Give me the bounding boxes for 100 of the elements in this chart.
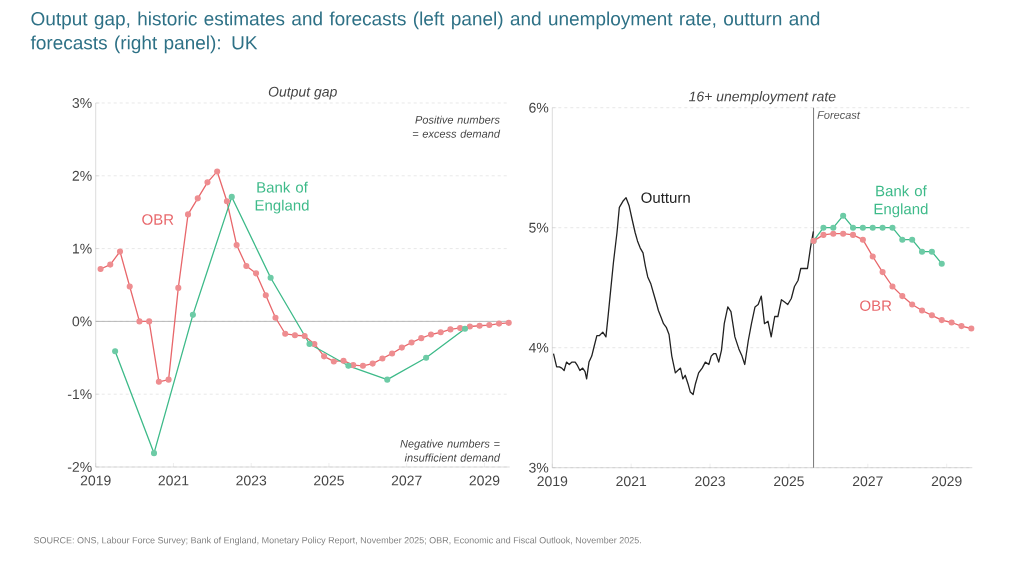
point — [272, 314, 279, 321]
point — [889, 283, 896, 290]
point — [840, 212, 847, 219]
y-tick-label: 3% — [72, 98, 92, 108]
y-tick-label: 1% — [73, 243, 92, 254]
point — [262, 292, 269, 299]
point — [466, 323, 473, 330]
point — [840, 230, 847, 237]
x-tick-label: 2025 — [774, 476, 804, 487]
point — [938, 260, 945, 267]
point — [150, 450, 158, 457]
point — [340, 357, 347, 364]
point — [918, 307, 926, 314]
x-tick-label: 2029 — [931, 476, 962, 487]
point — [928, 248, 935, 255]
point — [820, 224, 827, 231]
point — [928, 312, 935, 319]
point — [958, 323, 965, 330]
y-tick-label: -2% — [67, 462, 92, 472]
x-tick-label: 2027 — [391, 475, 422, 486]
point — [112, 348, 119, 355]
x-tick-label: 2023 — [236, 475, 267, 486]
series-label: OBR — [142, 214, 174, 225]
series-label: Outturn — [641, 192, 690, 203]
ref-line-label: Forecast — [817, 111, 861, 119]
point — [379, 355, 386, 362]
series-label: Bank of England — [874, 185, 928, 218]
point — [938, 317, 945, 324]
point — [968, 325, 975, 332]
chart-title: 16+ unemployment rate — [688, 91, 836, 105]
point — [909, 301, 916, 308]
x-tick-label: 2025 — [314, 475, 344, 486]
point — [97, 265, 104, 273]
point — [830, 230, 837, 237]
chart-subtitle: Output gap — [268, 86, 337, 100]
point — [899, 236, 906, 243]
y-tick-label: -1% — [67, 389, 92, 400]
point — [228, 193, 235, 200]
point — [291, 332, 298, 339]
point — [849, 231, 857, 238]
point — [311, 340, 318, 348]
x-tick-label: 2021 — [158, 475, 189, 486]
x-tick-label: 2027 — [852, 476, 883, 487]
point — [869, 253, 876, 260]
point — [859, 224, 866, 231]
point — [107, 261, 114, 268]
point — [243, 263, 250, 270]
point — [869, 224, 876, 231]
point — [350, 362, 357, 369]
point — [899, 293, 906, 300]
point — [189, 311, 196, 318]
point — [948, 319, 955, 326]
point — [282, 330, 289, 337]
point — [830, 224, 837, 231]
x-tick-label: 2019 — [537, 476, 568, 487]
point — [461, 325, 469, 332]
point — [175, 284, 182, 291]
point — [223, 198, 230, 205]
y-tick-label: 3% — [529, 462, 549, 473]
annotation: Negative numbers = insufficient demand — [400, 439, 501, 462]
point — [476, 322, 483, 329]
point — [849, 224, 857, 231]
point — [165, 376, 172, 383]
point — [359, 362, 367, 369]
point — [214, 168, 221, 175]
point — [194, 195, 201, 202]
x-tick-label: 2023 — [695, 476, 725, 487]
point — [184, 211, 192, 218]
point — [486, 321, 493, 329]
x-tick-label: 2029 — [469, 475, 500, 486]
point — [384, 376, 391, 383]
point — [155, 378, 162, 385]
point — [267, 274, 274, 281]
point — [820, 231, 827, 238]
point — [423, 354, 430, 361]
y-tick-label: 0% — [72, 316, 92, 327]
point — [330, 358, 337, 365]
point — [398, 344, 405, 351]
point — [345, 362, 352, 369]
y-tick-label: 2% — [72, 170, 92, 181]
point — [889, 224, 896, 231]
point — [306, 340, 313, 348]
source-note: SOURCE: ONS, Labour Force Survey; Bank of England, Monetary Policy Report, November 2025; OBR, Economic and Fiscal Outlook, November 2025. — [33, 536, 641, 546]
point — [369, 360, 376, 367]
point — [233, 241, 240, 249]
point — [136, 318, 143, 325]
point — [918, 248, 926, 255]
y-tick-label: 5% — [529, 222, 549, 233]
x-tick-label: 2019 — [80, 475, 111, 486]
x-tick-label: 2021 — [616, 476, 647, 487]
chart-title: Output gap, historic estimates and forecasts (left panel) and unemployment rate, outturn and forecasts (right panel): UK — [30, 11, 820, 54]
point — [418, 335, 425, 342]
series-label: Bank of England — [255, 181, 309, 214]
point — [447, 326, 454, 333]
y-tick-label: 4% — [528, 342, 549, 353]
series-label: OBR — [860, 300, 892, 311]
point — [116, 248, 124, 255]
point — [321, 353, 328, 360]
point — [909, 236, 916, 243]
point — [126, 283, 133, 290]
